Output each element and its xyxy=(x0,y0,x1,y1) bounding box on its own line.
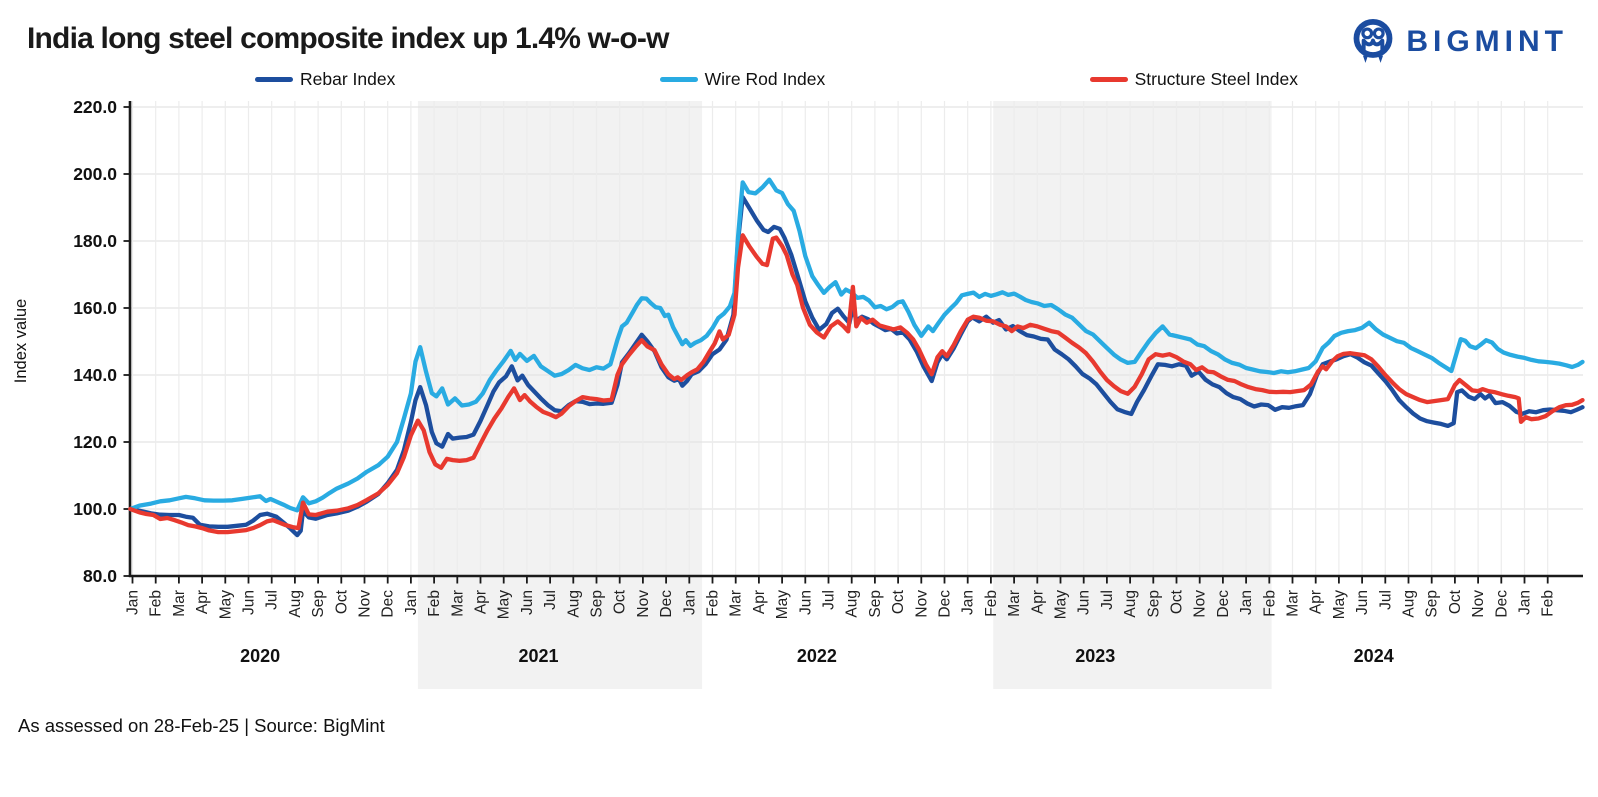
x-axis-month-label: Jul xyxy=(1377,590,1394,610)
series-line-structure-steel-index xyxy=(128,233,1585,535)
x-axis-month-label: Jul xyxy=(821,590,838,610)
x-axis-month-label: Apr xyxy=(473,590,490,614)
x-axis-month-label: Mar xyxy=(728,590,745,617)
x-axis-month-label: Feb xyxy=(426,590,443,617)
x-axis-month-label: Jan xyxy=(1517,590,1534,615)
x-axis-month-label: Jun xyxy=(519,590,536,615)
x-axis-month-label: Mar xyxy=(1285,590,1302,617)
x-axis-month-label: Aug xyxy=(287,590,304,618)
x-axis-month-label: Jan xyxy=(681,590,698,615)
y-axis-tick-label: 160.0 xyxy=(73,298,117,318)
y-axis-tick-label: 120.0 xyxy=(73,432,117,452)
x-axis-month-label: Jul xyxy=(264,590,281,610)
x-axis-month-label: Nov xyxy=(635,590,652,618)
x-axis-month-label: Sep xyxy=(867,590,884,618)
x-axis-month-label: Dec xyxy=(380,590,397,618)
x-axis-month-label: May xyxy=(774,590,791,620)
x-axis-year-label-2022: 2022 xyxy=(797,646,837,666)
rebar-index-line-swatch xyxy=(255,76,293,82)
bigmint-logo-icon xyxy=(1353,19,1393,63)
x-axis-month-label: Apr xyxy=(751,590,768,614)
x-axis-month-label: Jan xyxy=(960,590,977,615)
x-axis-month-label: Mar xyxy=(171,590,188,617)
x-axis-month-label: May xyxy=(496,590,513,620)
y-axis-title: Index value xyxy=(12,299,30,383)
x-axis-month-label: Oct xyxy=(333,589,350,614)
x-axis-month-label: Feb xyxy=(705,590,722,617)
x-axis-month-label: Dec xyxy=(937,590,954,618)
x-axis-month-label: Dec xyxy=(1215,590,1232,618)
x-axis-month-label: Sep xyxy=(1424,590,1441,618)
x-axis-month-label: Aug xyxy=(565,590,582,618)
bigmint-logo-text: BIGMINT xyxy=(1406,25,1568,58)
x-axis-month-label: Apr xyxy=(1308,590,1325,614)
x-axis-month-label: Feb xyxy=(983,590,1000,617)
x-axis-month-label: Dec xyxy=(658,590,675,618)
y-axis-tick-label: 100.0 xyxy=(73,499,117,519)
x-axis-month-label: Feb xyxy=(1540,590,1557,617)
highlight-band-1 xyxy=(993,101,1272,689)
wire-rod-index-line-swatch xyxy=(659,76,698,82)
x-axis-month-label: Jan xyxy=(125,590,142,615)
x-axis-month-label: Mar xyxy=(449,590,466,617)
x-axis-month-label: Jul xyxy=(1099,590,1116,610)
x-axis-month-label: Jun xyxy=(797,590,814,615)
x-axis-month-label: Aug xyxy=(1401,590,1418,618)
x-axis-month-label: Aug xyxy=(844,590,861,618)
x-axis-month-label: Feb xyxy=(1261,590,1278,617)
x-axis-month-label: Jun xyxy=(1076,590,1093,615)
x-axis-month-label: Dec xyxy=(1493,590,1510,618)
x-axis-month-label: May xyxy=(217,590,234,620)
y-axis-tick-label: 220.0 xyxy=(73,97,117,117)
bigmint-logo: BIGMINT xyxy=(1350,16,1568,68)
x-axis-month-label: Nov xyxy=(913,590,930,618)
x-axis-month-label: Sep xyxy=(589,590,606,618)
x-axis-month-label: May xyxy=(1053,590,1070,620)
series-line-wire-rod-index xyxy=(128,177,1585,513)
x-axis-month-label: Jan xyxy=(1238,590,1255,615)
x-axis-month-label: May xyxy=(1331,590,1348,620)
structure-steel-index-line-swatch xyxy=(1089,76,1128,82)
x-axis-month-label: Nov xyxy=(1470,590,1487,618)
x-axis-year-label-2023: 2023 xyxy=(1075,646,1115,666)
line-chart: 220.0 200.0 180.0 160.0 140.0 120.0 100.0 80.0 J… xyxy=(12,97,1585,689)
legend-item-wire-rod-index[interactable]: Wire Rod Index xyxy=(659,68,826,90)
x-axis-year-label-2024: 2024 xyxy=(1354,646,1394,666)
legend-label: Rebar Index xyxy=(300,68,396,89)
x-axis-month-label: Jan xyxy=(403,590,420,615)
y-axis-tick-label: 180.0 xyxy=(73,231,117,251)
x-grid: Jan Feb Mar Apr May Jun Jul Aug Sep Oct Nov Dec Jan F… xyxy=(125,101,1557,619)
x-axis-month-label: Sep xyxy=(310,590,327,618)
x-axis-month-label: Jun xyxy=(1354,590,1371,615)
legend-item-rebar-index[interactable]: Rebar Index xyxy=(255,69,395,90)
y-axis-tick-label: 200.0 xyxy=(73,164,117,184)
y-grid: 220.0 200.0 180.0 160.0 140.0 120.0 100.0 80.0 xyxy=(73,97,1583,586)
x-axis-year-label-2021: 2021 xyxy=(518,646,558,666)
chart-legend: Rebar Index Wire Rod Index Structure Ste… xyxy=(0,62,1598,96)
header: India long steel composite index up 1.4%… xyxy=(0,0,1598,63)
x-axis-month-label: Oct xyxy=(612,589,629,614)
x-axis-month-label: Aug xyxy=(1122,590,1139,618)
x-axis-month-label: Oct xyxy=(1169,589,1186,614)
x-axis-month-label: Sep xyxy=(1145,590,1162,618)
source-note: As assessed on 28-Feb-25 | Source: BigMi… xyxy=(18,715,385,736)
x-axis-month-label: Nov xyxy=(1192,590,1209,618)
x-axis-month-label: Apr xyxy=(1029,590,1046,614)
x-axis-month-label: Mar xyxy=(1006,590,1023,617)
legend-label: Structure Steel Index xyxy=(1134,68,1298,89)
x-axis-month-label: Apr xyxy=(194,590,211,614)
x-axis-month-label: Jun xyxy=(241,590,258,615)
y-axis-tick-label: 140.0 xyxy=(73,365,117,385)
highlight-band-0 xyxy=(417,101,703,689)
x-axis-month-label: Jul xyxy=(542,590,559,610)
legend-label: Wire Rod Index xyxy=(704,68,826,89)
x-axis-month-label: Oct xyxy=(890,589,907,614)
x-axis-month-label: Oct xyxy=(1447,589,1464,614)
legend-item-structure-steel-index[interactable]: Structure Steel Index xyxy=(1089,68,1298,90)
y-axis-tick-label: 80.0 xyxy=(83,566,117,586)
x-axis-month-label: Feb xyxy=(148,590,165,617)
x-axis-month-label: Nov xyxy=(357,590,374,618)
page-title: India long steel composite index up 1.4%… xyxy=(27,22,669,55)
x-axis-year-label-2020: 2020 xyxy=(240,646,280,666)
